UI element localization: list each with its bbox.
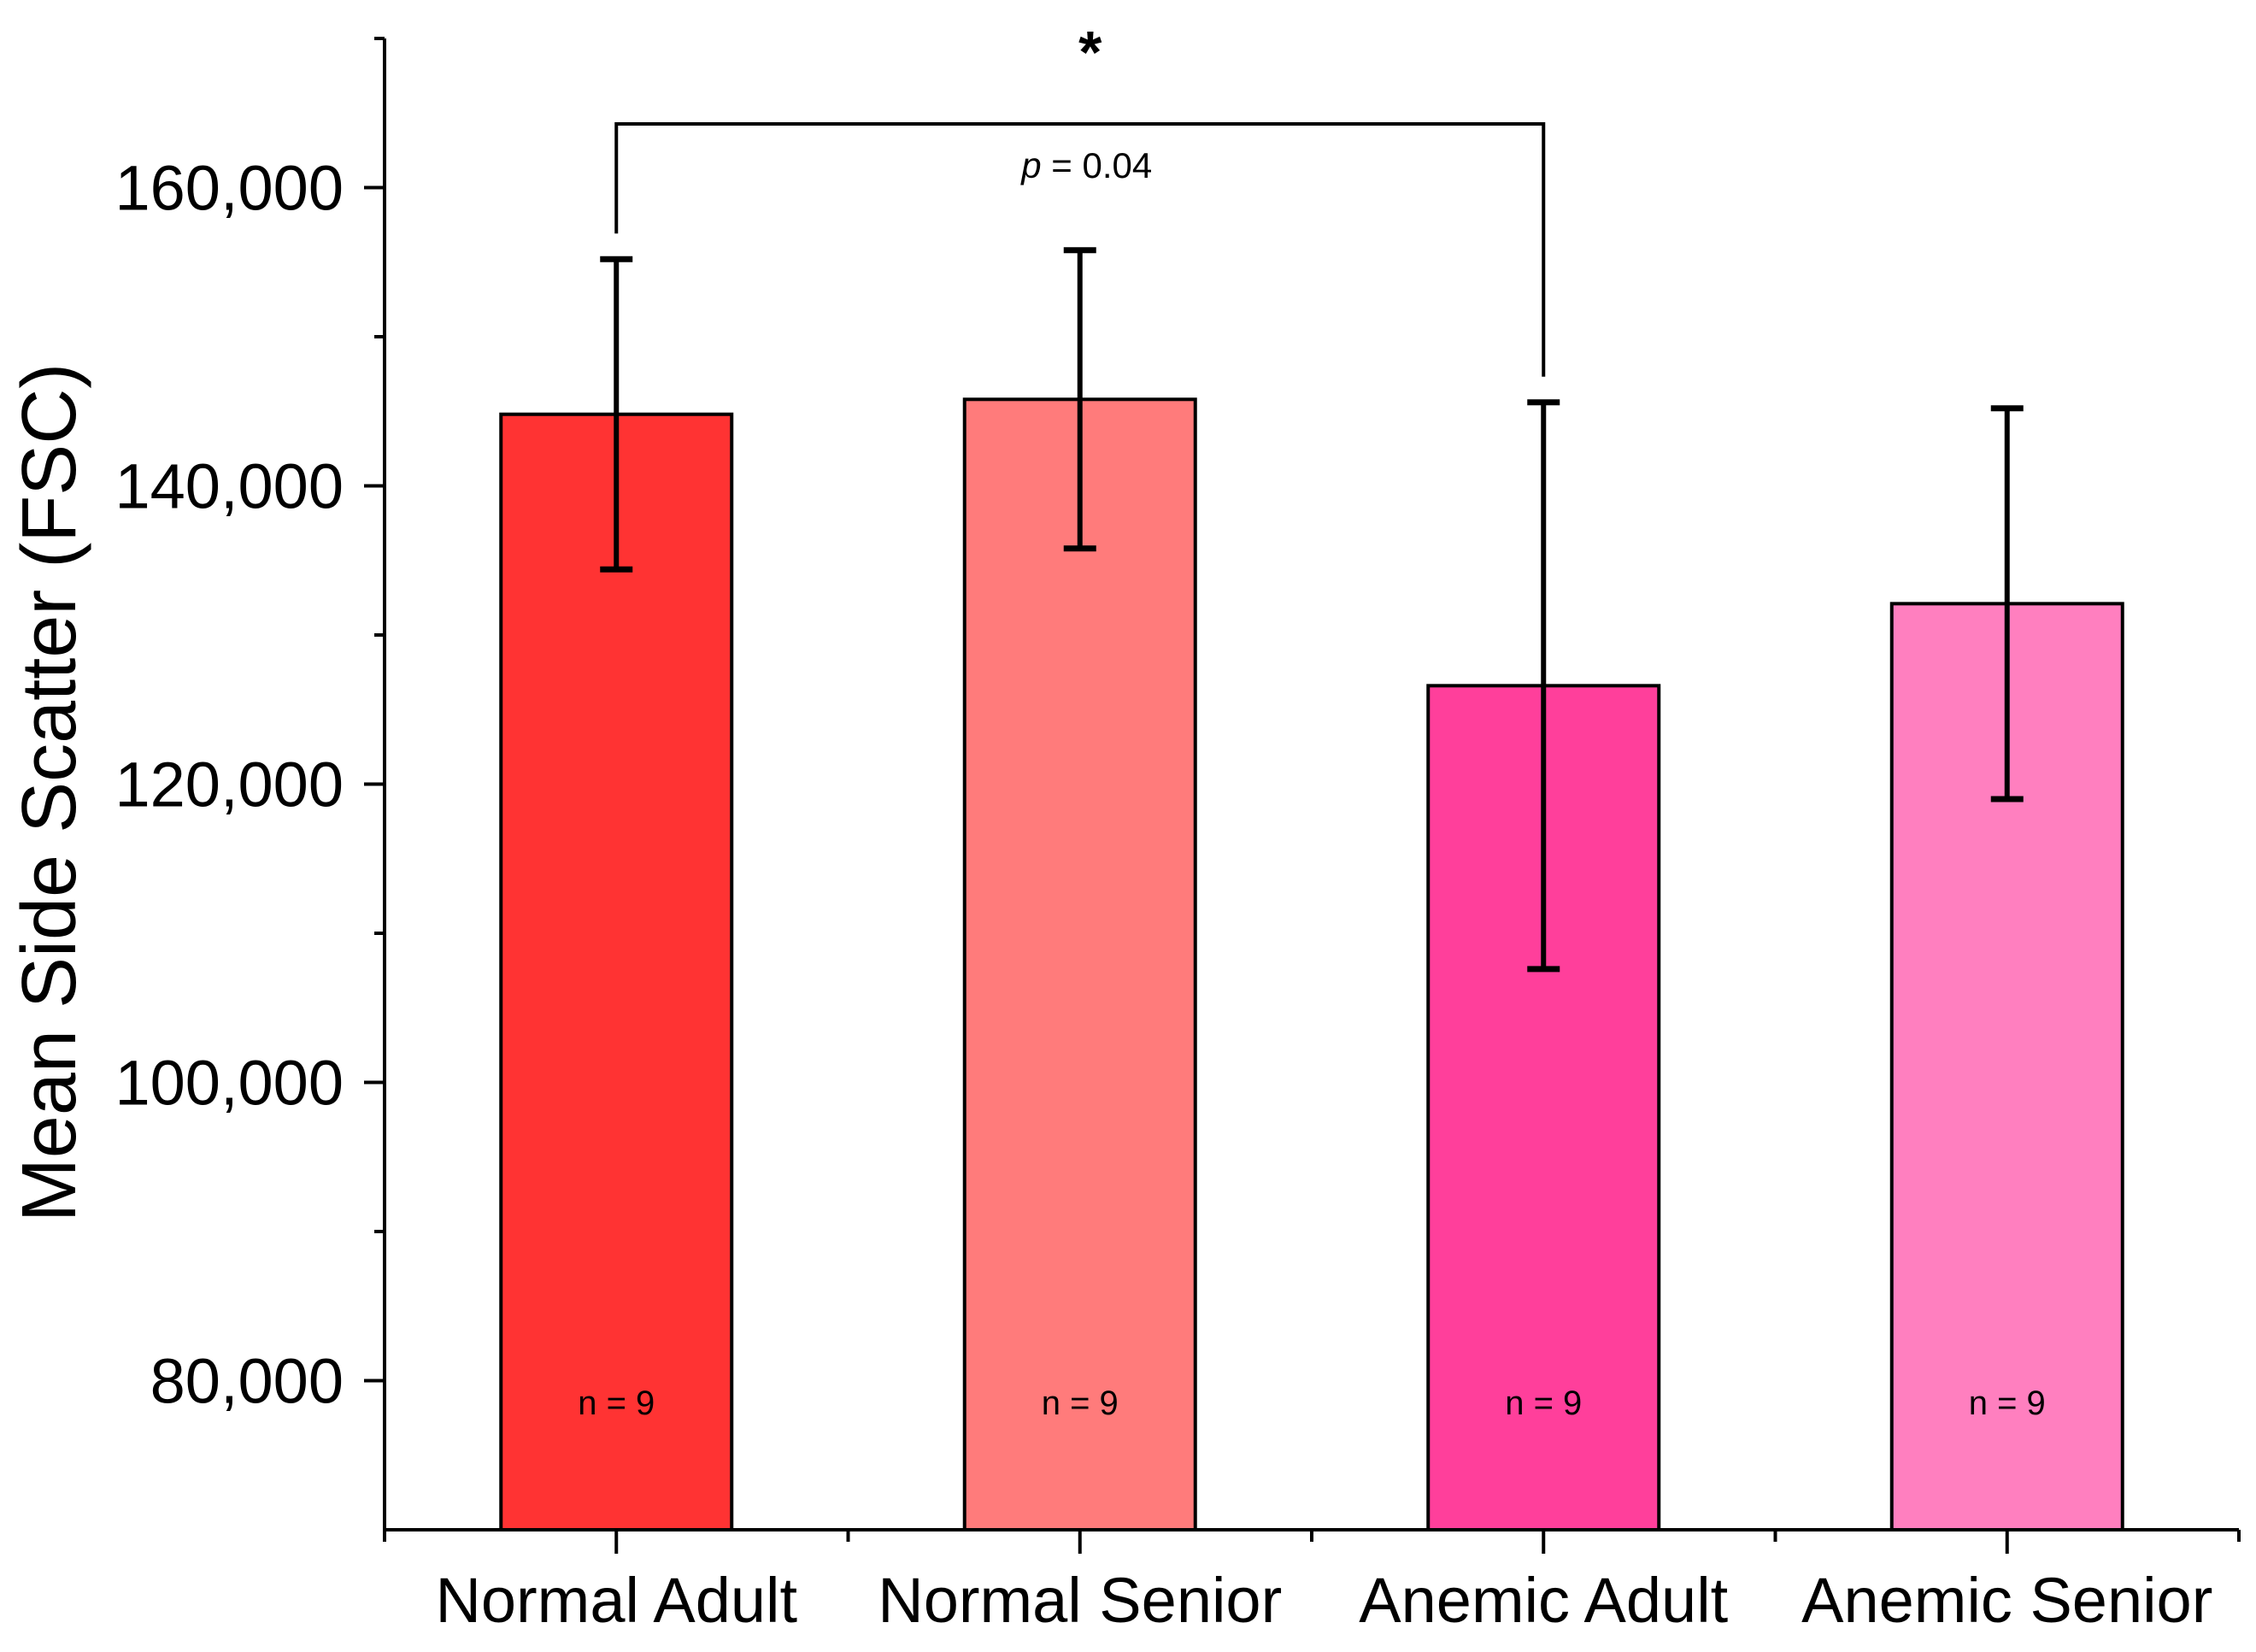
x-tick-label: Normal Adult — [435, 1565, 797, 1636]
x-tick-label: Anemic Senior — [1801, 1565, 2212, 1636]
axes-layer — [364, 37, 2241, 1554]
sample-size-label: n = 9 — [578, 1385, 655, 1422]
significance-bracket — [614, 122, 1546, 377]
sample-size-label: n = 9 — [1969, 1385, 2046, 1422]
x-tick-label: Anemic Adult — [1359, 1565, 1728, 1636]
significance-layer: * p = 0.04 — [614, 19, 1546, 377]
sample-size-label: n = 9 — [1505, 1385, 1582, 1422]
y-tick-label: 80,000 — [150, 1346, 344, 1417]
bars-layer — [499, 397, 2124, 1531]
y-tick-label: 100,000 — [115, 1048, 344, 1119]
y-tick-label: 120,000 — [115, 750, 344, 820]
labels-layer: 80,000 100,000 120,000 140,000 160,000 Normal… — [7, 153, 2212, 1637]
x-tick-label: Normal Senior — [878, 1565, 1282, 1636]
error-bars-layer — [600, 247, 2024, 973]
y-tick-label: 160,000 — [115, 153, 344, 224]
p-value-label: p = 0.04 — [1019, 145, 1152, 185]
p-symbol: p — [1019, 145, 1041, 185]
significance-star: * — [1078, 19, 1102, 85]
sample-size-label: n = 9 — [1042, 1385, 1119, 1422]
y-axis-title: Mean Side Scatter (FSC) — [7, 363, 92, 1222]
bar-2 — [962, 397, 1197, 1531]
p-value: = 0.04 — [1042, 145, 1153, 185]
bar-1 — [499, 412, 734, 1531]
y-tick-label: 140,000 — [115, 451, 344, 522]
